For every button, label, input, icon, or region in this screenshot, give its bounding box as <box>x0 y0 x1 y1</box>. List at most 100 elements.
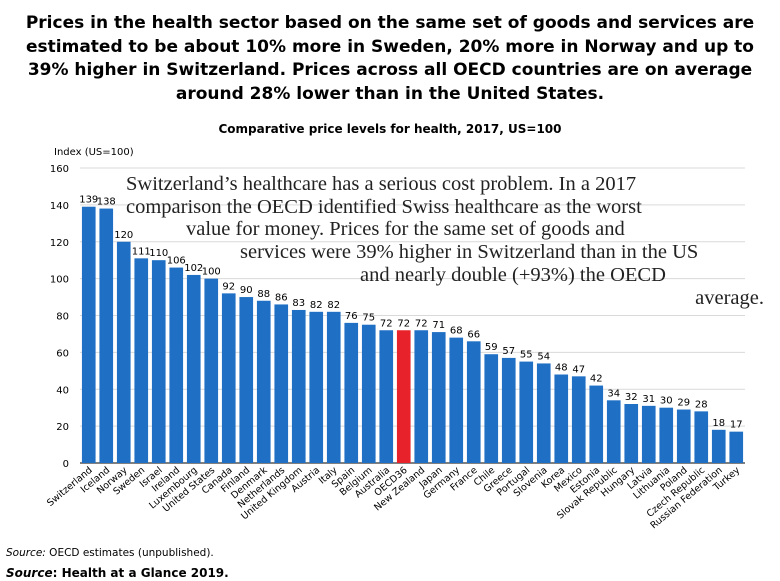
source-label: Source: <box>6 547 46 559</box>
data-label: 106 <box>167 256 186 267</box>
bar <box>641 405 656 463</box>
y-tick-label: 160 <box>50 164 69 175</box>
bar <box>519 361 534 463</box>
headline-line: estimated to be about 10% more in Sweden… <box>26 36 754 57</box>
data-label: 68 <box>450 326 463 337</box>
data-label: 72 <box>415 318 428 329</box>
bar <box>624 404 639 463</box>
data-label: 102 <box>184 263 203 274</box>
y-tick-label: 0 <box>63 459 69 470</box>
data-label: 55 <box>520 350 533 361</box>
data-label: 110 <box>149 248 168 259</box>
data-label: 120 <box>114 230 133 241</box>
bar <box>204 278 219 463</box>
bar <box>344 322 359 463</box>
data-label: 83 <box>292 298 305 309</box>
bar <box>379 330 394 463</box>
data-label: 31 <box>642 394 655 405</box>
source-text: OECD estimates (unpublished). <box>45 547 214 559</box>
bar <box>274 304 289 463</box>
data-label: 32 <box>625 392 638 403</box>
bar <box>659 407 674 463</box>
annotation-text: Switzerland’s healthcare has a serious c… <box>122 173 770 309</box>
data-label: 72 <box>380 318 393 329</box>
bar <box>116 241 131 463</box>
bar <box>309 311 324 463</box>
bar <box>326 311 341 463</box>
bar <box>571 376 586 463</box>
data-label: 57 <box>502 346 515 357</box>
data-label: 34 <box>607 388 620 399</box>
y-tick-label: 120 <box>50 238 69 249</box>
bar <box>729 431 744 463</box>
data-label: 139 <box>79 195 98 206</box>
y-tick-label: 140 <box>50 201 69 212</box>
bar <box>291 309 306 463</box>
bar <box>554 374 569 463</box>
bar <box>431 332 446 463</box>
data-label: 30 <box>660 396 673 407</box>
data-label: 111 <box>132 246 151 257</box>
y-tick-label: 60 <box>56 348 69 359</box>
headline-line: around 28% lower than in the United Stat… <box>175 83 605 104</box>
data-label: 47 <box>572 364 585 375</box>
y-tick-label: 80 <box>56 312 69 323</box>
data-label: 82 <box>310 300 323 311</box>
bar <box>99 208 114 463</box>
data-label: 54 <box>537 351 550 362</box>
source-note: Source: OECD estimates (unpublished). <box>6 547 214 559</box>
annotation-line: average. <box>695 286 764 309</box>
data-label: 86 <box>275 292 288 303</box>
headline-line: 39% higher in Switzerland. Prices across… <box>27 60 753 80</box>
bar <box>501 357 516 463</box>
bar <box>186 274 201 463</box>
data-label: 59 <box>485 342 498 353</box>
data-label: 71 <box>432 320 445 331</box>
bar <box>676 409 691 463</box>
headline: Prices in the health sector based on the… <box>0 12 780 106</box>
source-text: : Health at a Glance 2019. <box>52 566 229 580</box>
bar <box>449 337 464 463</box>
annotation-line: services were 39% higher in Switzerland … <box>240 241 699 264</box>
data-label: 82 <box>327 300 340 311</box>
bar <box>361 324 376 463</box>
y-axis-label: Index (US=100) <box>54 147 134 158</box>
annotation-line: value for money. Prices for the same set… <box>186 218 625 241</box>
annotation-line: and nearly double (+93%) the OECD <box>360 263 666 286</box>
annotation-line: comparison the OECD identified Swiss hea… <box>126 195 642 218</box>
data-label: 138 <box>97 197 116 208</box>
bar <box>484 354 499 463</box>
bar <box>466 341 481 463</box>
data-label: 18 <box>712 418 725 429</box>
data-label: 100 <box>202 267 221 278</box>
bar <box>606 400 621 463</box>
data-label: 90 <box>240 285 253 296</box>
y-tick-label: 40 <box>56 385 69 396</box>
annotation-line: Switzerland’s healthcare has a serious c… <box>126 173 637 195</box>
bar <box>711 429 726 463</box>
bar-chart: Index (US=100) 0 20 40 60 80 100 120 140 160 139 Sw… <box>45 147 745 531</box>
data-label: 88 <box>257 289 270 300</box>
y-tick-label: 20 <box>56 422 69 433</box>
bar <box>589 385 604 463</box>
y-tick-label: 100 <box>50 275 69 286</box>
data-label: 42 <box>590 374 603 385</box>
source-credit: Source: Health at a Glance 2019. <box>6 566 229 580</box>
bar <box>414 330 429 463</box>
bar <box>536 363 551 463</box>
bar <box>396 330 411 463</box>
data-label: 28 <box>695 399 708 410</box>
data-label: 66 <box>467 329 480 340</box>
data-label: 75 <box>362 313 375 324</box>
data-label: 76 <box>345 311 358 322</box>
source-label: Source <box>6 566 53 580</box>
bar <box>694 411 709 463</box>
bar <box>256 300 271 463</box>
bar <box>81 206 96 463</box>
bar <box>169 267 184 463</box>
bar <box>151 260 166 463</box>
data-label: 17 <box>730 420 743 431</box>
bar <box>221 293 236 463</box>
data-label: 92 <box>222 281 235 292</box>
data-label: 29 <box>677 398 690 409</box>
